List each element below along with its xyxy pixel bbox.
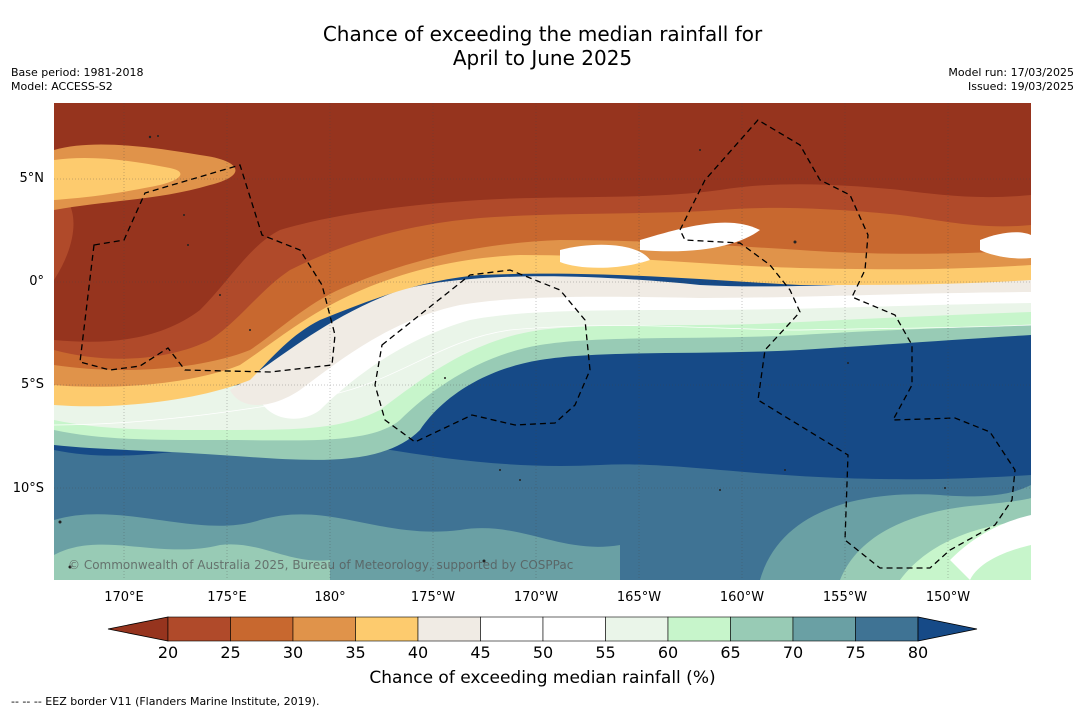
colorbar-segment [167,616,231,642]
colorbar-tick-label: 45 [470,643,491,662]
colorbar-segment [292,616,356,642]
eez-border-center [374,269,591,443]
eez-border-east [679,119,1016,569]
lon-label-155w: 155°W [822,590,868,605]
patch-white-1 [640,222,760,252]
footnote-eez: -- -- -- EEZ border V11 (Flanders Marine… [11,695,320,708]
colorbar-tick-label: 80 [907,643,929,662]
colorbar-title: Chance of exceeding median rainfall (%) [369,668,716,688]
colorbar-tick-label: 40 [407,643,429,662]
lat-label-5s: 5°S [20,377,44,392]
colorbar-segment [480,616,544,642]
colorbar-tick-label: 20 [157,643,179,662]
meta-left: Base period: 1981-2018 Model: ACCESS-S2 [11,66,143,94]
colorbar-segment [605,616,669,642]
map-title-line1: Chance of exceeding the median rainfall … [322,22,763,46]
base-period: Base period: 1981-2018 [11,66,144,79]
lon-label-175e: 175°E [207,590,247,605]
colorbar-tick-label: 55 [595,643,616,662]
lon-label-160w: 160°W [719,590,765,605]
colorbar-tick-label: 65 [720,643,741,662]
colorbar-tick-label: 60 [657,643,679,662]
model-name: Model: ACCESS-S2 [11,80,113,93]
lat-label-5n: 5°N [19,171,45,186]
colorbar-segment [417,616,481,642]
colorbar [107,616,978,642]
lon-label-170w: 170°W [513,590,559,605]
colorbar-tick-label: 25 [220,643,241,662]
contour-line [54,324,1031,426]
colorbar-segment [667,616,731,642]
lat-label-10s: 10°S [12,481,44,496]
model-run: Model run: 17/03/2025 [948,66,1074,79]
patch-white-3 [980,232,1031,259]
band-45-mid [230,276,1031,405]
lon-label-150w: 150°W [925,590,971,605]
gridlines [54,103,1031,580]
colorbar-extend-high [917,616,978,642]
lon-label-170e: 170°E [104,590,144,605]
map-title-line2: April to June 2025 [452,46,633,70]
rainfall-field [54,103,1031,580]
colorbar-tick-label: 70 [782,643,804,662]
colorbar-extend-low [107,616,169,642]
colorbar-tick-label: 30 [282,643,304,662]
lat-label-0: 0° [29,274,44,289]
issued-date: Issued: 19/03/2025 [967,80,1074,93]
colorbar-segment [230,616,294,642]
colorbar-segment [855,616,919,642]
lon-label-175w: 175°W [410,590,456,605]
lon-label-165w: 165°W [616,590,662,605]
lon-label-180: 180° [314,590,346,605]
copyright-notice: © Commonwealth of Australia 2025, Bureau… [68,558,574,572]
dry-strong-region [54,103,1031,342]
colorbar-tick-label: 50 [532,643,554,662]
colorbar-segment [355,616,419,642]
colorbar-tick-label: 75 [845,643,866,662]
islands [58,135,946,569]
colorbar-segment [792,616,856,642]
band-50-mid [260,286,1031,419]
band-50-se [950,515,1031,580]
band-65-sw [54,544,330,580]
meta-right: Model run: 17/03/2025 Issued: 19/03/2025 [948,66,1074,94]
colorbar-segment [730,616,794,642]
colorbar-segment [542,616,606,642]
colorbar-tick-label: 35 [345,643,366,662]
patch-white-2 [560,244,650,268]
